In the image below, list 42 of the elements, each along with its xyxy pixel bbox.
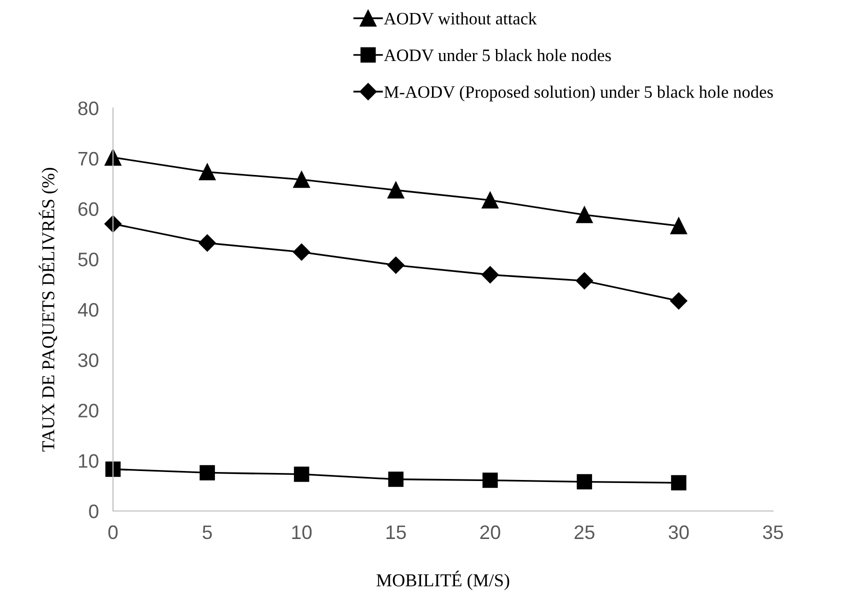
x-tick-label: 20: [480, 525, 500, 540]
point: [200, 465, 215, 480]
point: [104, 149, 122, 166]
y-tick-label: 80: [78, 101, 98, 116]
x-tick-label: 0: [108, 525, 118, 540]
point: [388, 472, 404, 487]
point: [576, 474, 592, 490]
legend-label: AODV without attack: [384, 12, 537, 25]
point: [482, 472, 498, 488]
point: [670, 218, 688, 234]
y-tick-label: 70: [78, 152, 98, 166]
point: [293, 171, 310, 188]
point: [105, 462, 121, 477]
x-tick-label: 35: [762, 525, 783, 540]
point: [387, 256, 404, 274]
x-axis-title: MOBILITÉ (M/S): [376, 570, 510, 590]
point: [198, 234, 216, 252]
y-tick-label: 60: [78, 202, 98, 216]
x-tick-label: 10: [292, 525, 312, 540]
point: [482, 192, 498, 209]
y-axis-title: TAUX DE PAQUETS DÉLIVRÉS (%): [38, 168, 58, 452]
legend-label: AODV under 5 black hole nodes: [384, 48, 611, 62]
point: [198, 164, 216, 180]
y-tick-label: 30: [78, 353, 98, 368]
x-tick-label: 30: [668, 525, 689, 540]
y-tick-label: 10: [78, 454, 98, 468]
y-tick-label: 0: [89, 504, 98, 518]
point: [293, 244, 310, 261]
y-tick-label: 50: [78, 252, 98, 266]
point: [671, 475, 686, 490]
x-tick-label: 5: [202, 526, 212, 540]
y-tick-label: 20: [78, 404, 98, 418]
point: [294, 466, 310, 482]
point: [576, 206, 593, 224]
y-tick-label: 40: [78, 302, 98, 317]
point: [576, 272, 593, 290]
point: [482, 266, 499, 284]
legend-label: M-AODV (Proposed solution) under 5 black hole nodes: [384, 86, 773, 102]
point: [670, 292, 688, 310]
point: [388, 182, 404, 198]
x-tick-label: 15: [386, 526, 406, 540]
x-tick-label: 25: [574, 525, 594, 540]
